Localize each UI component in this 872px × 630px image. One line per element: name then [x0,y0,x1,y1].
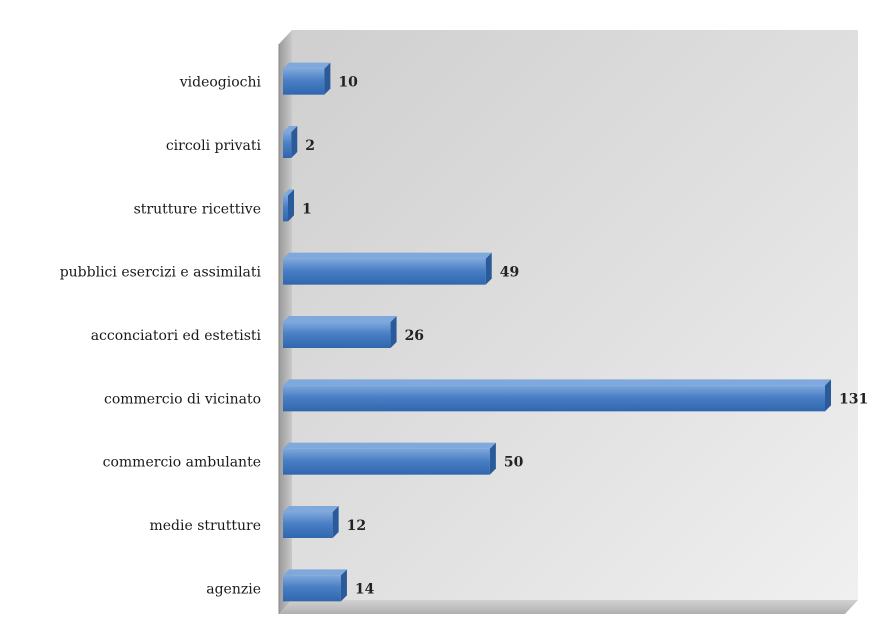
category-label: strutture ricettive [134,201,261,217]
data-label: 1 [302,201,312,217]
bar-end-cap [485,252,492,285]
bars-group [283,62,831,602]
bar [283,322,391,348]
bar-end-cap [332,506,339,538]
category-label: acconciatori ed estetisti [91,328,262,344]
labels-group: videogiochi 10 circoli privati 2 strutture r… [60,75,869,598]
bar-top-face [283,62,331,69]
data-label: 14 [355,581,375,597]
category-label: circoli privati [166,138,262,154]
bar-top-face [283,506,339,512]
bar-end-cap [825,379,831,412]
data-label: 26 [405,328,424,344]
bar [283,68,325,95]
chart-back-wall [292,30,858,600]
data-label: 12 [347,518,366,534]
bar-end-cap [340,569,347,602]
category-label: commercio di vicinato [104,391,261,407]
bar-top-face [283,316,397,322]
bar-end-cap [489,442,496,475]
bar [283,448,490,475]
category-label: videogiochi [179,75,262,91]
bar [283,195,288,222]
chart-floor [279,600,858,614]
bar-top-face [283,252,492,259]
bar-top-face [283,442,496,449]
bar [283,512,333,538]
category-label: agenzie [206,581,261,597]
category-label: medie strutture [149,518,261,534]
bar [283,385,825,412]
bar [283,575,341,602]
bar-end-cap [390,316,397,348]
bar [283,132,292,158]
bar-top-face [283,379,831,386]
bar [283,258,486,285]
category-label: pubblici esercizi e assimilati [60,265,262,281]
bar-end-cap [288,189,294,222]
category-label: commercio ambulante [103,455,261,471]
data-label: 10 [338,75,358,91]
data-label: 131 [839,391,868,407]
data-label: 2 [305,138,315,154]
bar-end-cap [324,62,331,95]
bar-top-face [283,126,298,132]
bar-top-face [283,569,347,576]
data-label: 49 [500,265,519,281]
bar-end-cap [291,126,298,158]
data-label: 50 [504,455,524,471]
bar-top-face [283,189,294,196]
